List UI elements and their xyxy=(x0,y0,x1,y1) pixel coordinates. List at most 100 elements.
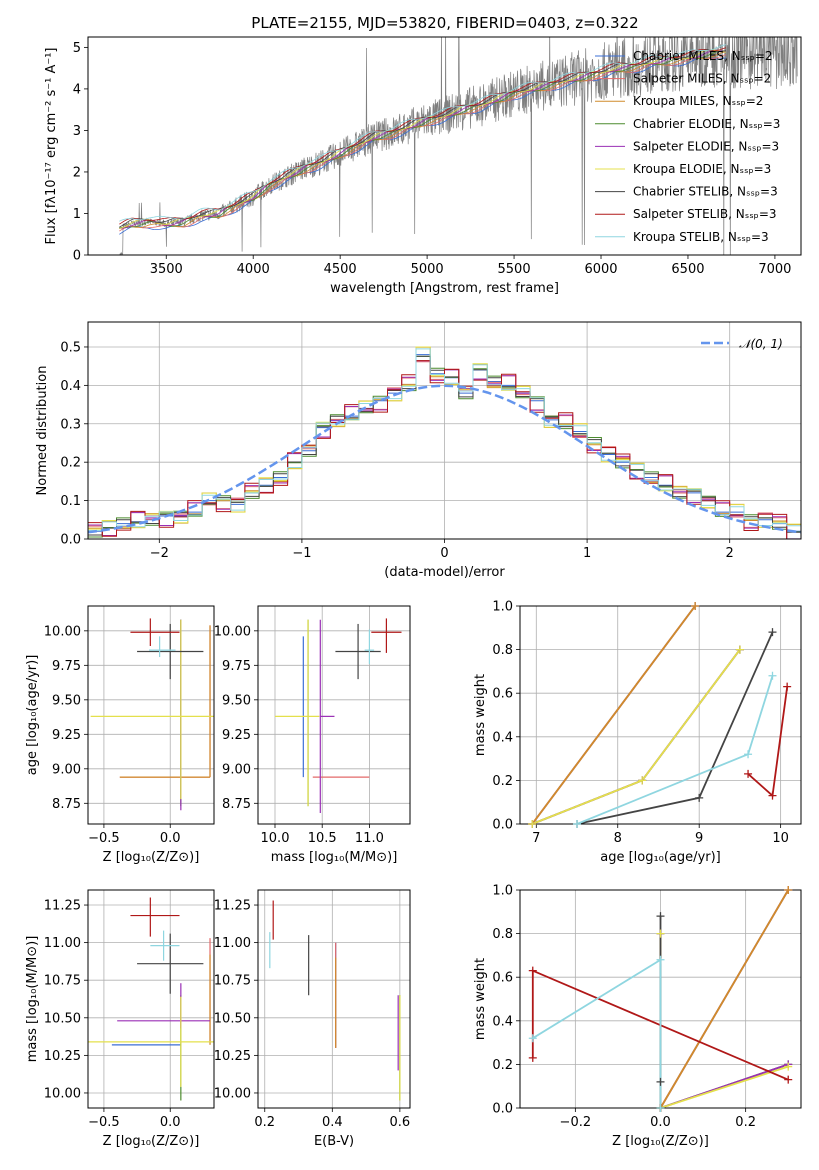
legend-label-chabrier_elodie: Chabrier ELODIE, Nₛₛₚ=3 xyxy=(633,117,780,131)
y-tick-label: 11.00 xyxy=(214,936,251,951)
panel-spectrum: 3500 4000 4500 5000 5500 6000 6500 7000 0 1 2 3 4 5 wa… xyxy=(44,36,802,296)
x-tick-label: 11.0 xyxy=(355,831,384,846)
plot-area xyxy=(90,618,214,811)
model-spectrum-chabrier_stelib xyxy=(119,48,726,228)
model-spectrum-chabrier_miles xyxy=(119,56,726,235)
y-tick-label: 2 xyxy=(73,165,81,180)
plot-area xyxy=(88,346,801,539)
y-tick-label: 3 xyxy=(73,124,81,139)
errorbar-point-chabrier_stelib xyxy=(137,933,204,994)
y-tick-label: 11.00 xyxy=(44,936,81,951)
y-tick-label: 0.6 xyxy=(492,687,513,702)
x-tick-label: 7000 xyxy=(758,262,791,277)
legend-label-salpeter_elodie: Salpeter ELODIE, Nₛₛₚ=3 xyxy=(633,139,779,153)
weight-marker-kroupa_elodie xyxy=(784,1062,793,1071)
y-tick-label: 11.25 xyxy=(44,899,81,914)
y-axis-label: mass [log₁₀(M/M⊙)] xyxy=(25,936,40,1063)
y-tick-label: 10.00 xyxy=(44,1086,81,1101)
x-tick-label: 6500 xyxy=(671,262,704,277)
x-tick-label: 7 xyxy=(532,831,540,846)
x-tick-label: 10.5 xyxy=(308,831,337,846)
x-tick-label: −0.5 xyxy=(88,1115,120,1130)
y-tick-label: 0 xyxy=(73,249,81,264)
x-tick-label: 9 xyxy=(695,831,703,846)
y-tick-label: 0.0 xyxy=(492,818,513,833)
weight-marker-kroupa_miles xyxy=(691,602,700,610)
weight-marker-kroupa_elodie xyxy=(656,929,665,938)
axes-frame xyxy=(257,605,411,825)
weight-marker-salpeter_stelib xyxy=(744,769,753,778)
plot-area xyxy=(88,897,214,1101)
y-tick-label: 0.0 xyxy=(60,533,81,548)
x-tick-label: 0.2 xyxy=(254,1115,275,1130)
errorbar-point-kroupa_stelib xyxy=(364,629,375,664)
x-tick-label: −2 xyxy=(150,546,169,561)
y-axis-label: mass weight xyxy=(473,674,488,756)
weight-marker-chabrier_stelib xyxy=(656,912,665,921)
weight-marker-salpeter_stelib xyxy=(528,966,537,975)
errorbar-point-kroupa_elodie xyxy=(88,996,214,1087)
axes-frame xyxy=(257,889,411,1109)
panel-mass-vs-EBV: 0.2 0.4 0.6 10.00 10.25 10.50 10.75 11.00 11.25 E… xyxy=(214,889,411,1149)
x-axis-label: Z [log₁₀(Z/Z⊙)] xyxy=(612,1134,709,1149)
y-tick-label: 10.75 xyxy=(214,974,251,989)
axes-frame xyxy=(87,321,802,540)
errorbar-point-kroupa_elodie xyxy=(90,619,214,800)
panel-age-vs-mass: 10.0 10.5 11.0 8.75 9.00 9.25 9.50 9.75 10.00 mas… xyxy=(214,605,411,865)
y-tick-label: 10.25 xyxy=(214,1049,251,1064)
panel-mass-vs-Z: −0.5 0.0 10.00 10.25 10.50 10.75 11.00 11.25 Z [… xyxy=(25,889,215,1149)
x-axis-label: mass [log₁₀(M/M⊙)] xyxy=(271,850,398,865)
x-tick-label: 0.6 xyxy=(390,1115,411,1130)
y-tick-label: 10.25 xyxy=(44,1049,81,1064)
gaussian-curve xyxy=(88,384,801,534)
y-tick-label: 9.00 xyxy=(222,762,251,777)
weight-line-kroupa_miles xyxy=(659,890,789,1108)
y-tick-label: 0.8 xyxy=(492,927,513,942)
axes-frame xyxy=(87,605,215,825)
y-axis-label: mass weight xyxy=(473,958,488,1040)
y-tick-label: 9.75 xyxy=(222,659,251,674)
x-axis-label: Z [log₁₀(Z/Z⊙)] xyxy=(103,1134,200,1149)
weight-marker-chabrier_stelib xyxy=(768,628,777,637)
y-tick-label: 5 xyxy=(73,41,81,56)
x-tick-label: 0 xyxy=(440,546,448,561)
y-tick-label: 9.50 xyxy=(52,693,81,708)
y-tick-label: 0.2 xyxy=(492,774,513,789)
axes-frame xyxy=(87,889,215,1109)
y-tick-label: 0.6 xyxy=(492,971,513,986)
weight-marker-kroupa_elodie xyxy=(528,820,537,828)
y-tick-label: 0.5 xyxy=(60,340,81,355)
x-tick-label: −0.5 xyxy=(88,831,120,846)
weight-marker-salpeter_stelib xyxy=(768,791,777,800)
y-tick-label: 10.50 xyxy=(214,1011,251,1026)
weight-marker-kroupa_stelib xyxy=(768,671,777,680)
weight-marker-kroupa_stelib xyxy=(744,750,753,759)
errorbar-point-chabrier_stelib xyxy=(137,623,204,680)
y-tick-label: 0.3 xyxy=(60,417,81,432)
errorbar-point-kroupa_stelib xyxy=(149,636,176,658)
y-tick-label: 1 xyxy=(73,207,81,222)
y-tick-label: 0.0 xyxy=(492,1102,513,1117)
y-tick-label: 0.4 xyxy=(492,730,513,745)
x-tick-label: 1 xyxy=(583,546,591,561)
y-tick-label: 0.4 xyxy=(60,379,81,394)
x-tick-label: 0.0 xyxy=(160,1115,181,1130)
legend-label-kroupa_elodie: Kroupa ELODIE, Nₛₛₚ=3 xyxy=(633,162,771,176)
x-tick-label: 6000 xyxy=(584,262,617,277)
x-axis-label: E(B-V) xyxy=(314,1134,354,1149)
errorbar-point-kroupa_elodie xyxy=(274,619,320,807)
legend-label-chabrier_miles: Chabrier MILES, Nₛₛₚ=2 xyxy=(633,49,773,63)
x-tick-label: −1 xyxy=(292,546,311,561)
model-spectrum-kroupa_stelib xyxy=(119,44,726,222)
x-tick-label: 5000 xyxy=(411,262,444,277)
x-tick-label: 2 xyxy=(726,546,734,561)
y-tick-label: 10.00 xyxy=(44,624,81,639)
weight-line-kroupa_miles xyxy=(531,606,696,824)
weight-marker-kroupa_stelib xyxy=(656,955,665,964)
errorbar-point-salpeter_elodie xyxy=(319,619,335,813)
y-tick-label: 1.0 xyxy=(492,600,513,615)
y-tick-label: 8.75 xyxy=(222,797,251,812)
y-tick-label: 10.75 xyxy=(44,974,81,989)
weight-marker-salpeter_stelib xyxy=(528,1053,537,1062)
